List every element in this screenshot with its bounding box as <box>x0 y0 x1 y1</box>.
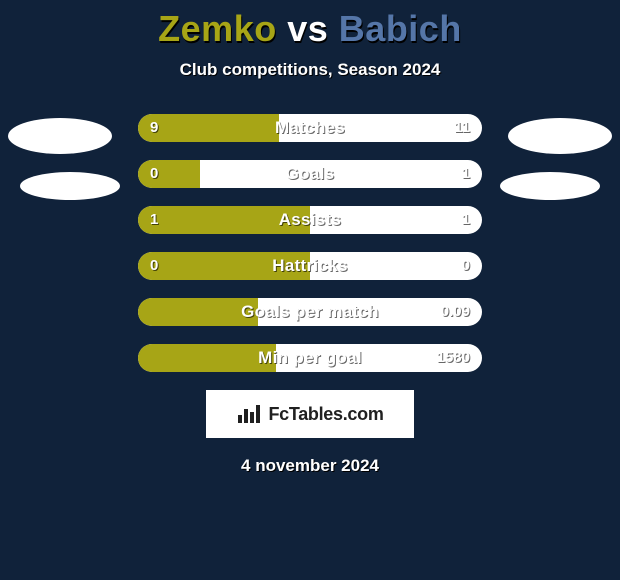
avatar-small-left <box>20 172 120 200</box>
stat-value-right: 1 <box>462 160 470 188</box>
stat-label: Goals per match <box>138 298 482 326</box>
vs-separator: vs <box>287 8 328 49</box>
comparison-title: Zemko vs Babich <box>0 0 620 50</box>
stat-label: Assists <box>138 206 482 234</box>
stat-value-right: 1 <box>462 206 470 234</box>
avatar-player1 <box>8 118 112 154</box>
stat-bar: 0Goals1 <box>138 160 482 188</box>
stat-bar: 0Hattricks0 <box>138 252 482 280</box>
player1-name: Zemko <box>158 8 277 49</box>
logo-text: FcTables.com <box>268 404 383 425</box>
stat-value-right: 0 <box>462 252 470 280</box>
stat-bar: Goals per match0.09 <box>138 298 482 326</box>
date: 4 november 2024 <box>0 456 620 476</box>
stat-value-right: 1580 <box>437 344 470 372</box>
stat-value-right: 0.09 <box>441 298 470 326</box>
stat-label: Min per goal <box>138 344 482 372</box>
avatar-small-right <box>500 172 600 200</box>
fctables-logo: FcTables.com <box>206 390 414 438</box>
stat-bars: 9Matches110Goals11Assists10Hattricks0Goa… <box>138 114 482 372</box>
stat-bar: Min per goal1580 <box>138 344 482 372</box>
stat-value-right: 11 <box>454 114 470 142</box>
stat-bar: 9Matches11 <box>138 114 482 142</box>
stat-label: Matches <box>138 114 482 142</box>
subtitle: Club competitions, Season 2024 <box>0 60 620 80</box>
stat-label: Hattricks <box>138 252 482 280</box>
avatar-player2 <box>508 118 612 154</box>
stat-bar: 1Assists1 <box>138 206 482 234</box>
stat-label: Goals <box>138 160 482 188</box>
logo-bars-icon <box>236 403 264 425</box>
player2-name: Babich <box>339 8 462 49</box>
